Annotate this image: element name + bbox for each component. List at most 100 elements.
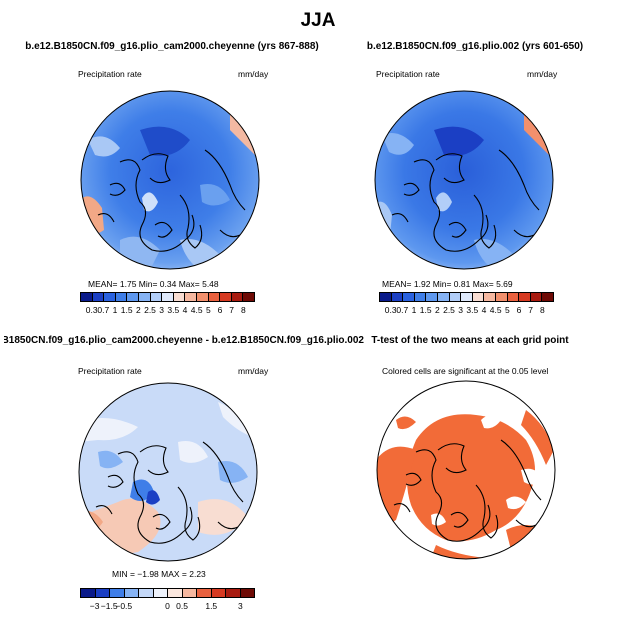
panel-1-colorbar-swatch bbox=[184, 293, 196, 301]
panel-1-units-label: mm/day bbox=[238, 69, 269, 79]
panel-3-colorbar-tick: 1.5 bbox=[205, 601, 218, 611]
panel-3-units-label: mm/day bbox=[238, 366, 269, 376]
panel-1-colorbar-tick: 2 bbox=[135, 305, 141, 315]
panel-3-colorbar-swatch bbox=[81, 589, 95, 597]
panel-3-colorbar-swatch bbox=[109, 589, 124, 597]
panel-2-colorbar-swatch bbox=[506, 293, 519, 301]
panel-1-colorbar-tick: 7 bbox=[229, 305, 235, 315]
panel-3-colorbar-swatch bbox=[210, 589, 225, 597]
panel-2-units-label: mm/day bbox=[527, 69, 558, 79]
panel-2-colorbar-tick: 3.5 bbox=[466, 305, 479, 315]
panel-3-colorbar-swatch bbox=[196, 589, 211, 597]
panel-4-subtitle: Colored cells are significant at the 0.0… bbox=[382, 366, 549, 376]
panel-3-colorbar-tick: −0.5 bbox=[115, 601, 133, 611]
panel-1-colorbar-tick: 4 bbox=[182, 305, 188, 315]
panel-4-map bbox=[376, 380, 556, 560]
panel-4-title: T-test of the two means at each grid poi… bbox=[371, 335, 569, 346]
panel-2-colorbar-swatch bbox=[425, 293, 437, 301]
panel-3-colorbar-swatch bbox=[123, 589, 138, 597]
panel-3-stats: MIN = −1.98 MAX = 2.23 bbox=[112, 569, 206, 579]
panel-1-colorbar-tick: 0.3 bbox=[85, 305, 98, 315]
panel-3-colorbar-swatch bbox=[181, 589, 196, 597]
panel-2-colorbar-swatch bbox=[380, 293, 391, 301]
panel-2-colorbar-tick: 1 bbox=[411, 305, 417, 315]
panel-1-map bbox=[80, 90, 260, 270]
panel-1-colorbar-swatch bbox=[242, 293, 254, 301]
panel-2-colorbar-tick: 3 bbox=[458, 305, 464, 315]
panel-2-colorbar-tick: 1.5 bbox=[419, 305, 432, 315]
panel-1-colorbar-tick: 8 bbox=[240, 305, 246, 315]
panel-1-colorbar bbox=[80, 292, 255, 302]
panel-2-colorbar-ticks: 0.3 0.7 1 1.5 2 2.5 3 3.5 4 4.5 5 6 7 8 bbox=[379, 305, 554, 317]
panel-1-colorbar-swatch bbox=[195, 293, 208, 301]
panel-1-colorbar-swatch bbox=[126, 293, 138, 301]
panel-3-map bbox=[78, 382, 258, 562]
panel-3-colorbar-swatch bbox=[167, 589, 182, 597]
panel-3-colorbar-tick: −1.5 bbox=[100, 601, 118, 611]
panel-2-colorbar-tick: 8 bbox=[539, 305, 545, 315]
figure-title: JJA bbox=[300, 10, 336, 31]
panel-3-colorbar-tick: 0 bbox=[165, 601, 170, 611]
panel-1-colorbar-swatch bbox=[91, 293, 104, 301]
panel-2-colorbar-tick: 2.5 bbox=[443, 305, 455, 315]
panel-2-colorbar-swatch bbox=[390, 293, 403, 301]
panel-2-map bbox=[374, 90, 554, 270]
panel-2-colorbar-tick: 4 bbox=[481, 305, 487, 315]
panel-2-colorbar-swatch bbox=[541, 293, 553, 301]
panel-2-colorbar-tick: 2 bbox=[434, 305, 440, 315]
panel-3-colorbar-swatch bbox=[94, 589, 109, 597]
panel-3-colorbar-swatch bbox=[152, 589, 167, 597]
panel-1-colorbar-tick: 3 bbox=[159, 305, 165, 315]
panel-1-stats: MEAN= 1.75 Min= 0.34 Max= 5.48 bbox=[88, 279, 219, 289]
panel-1-colorbar-swatch bbox=[161, 293, 173, 301]
panel-2-colorbar-swatch bbox=[436, 293, 449, 301]
panel-2-colorbar-swatch bbox=[402, 293, 414, 301]
panel-1-colorbar-swatch bbox=[137, 293, 150, 301]
panel-3-colorbar bbox=[80, 588, 255, 598]
panel-3-colorbar-swatch bbox=[239, 589, 254, 597]
panel-1-colorbar-swatch bbox=[207, 293, 220, 301]
panel-1-colorbar-tick: 1.5 bbox=[120, 305, 133, 315]
panel-1-colorbar-swatch bbox=[114, 293, 127, 301]
panel-1-colorbar-tick: 2.5 bbox=[144, 305, 156, 315]
panel-1-colorbar-swatch bbox=[149, 293, 162, 301]
panel-3-colorbar-swatch bbox=[138, 589, 153, 597]
panel-2-colorbar-tick: 6 bbox=[516, 305, 522, 315]
panel-2-colorbar-swatch bbox=[494, 293, 507, 301]
panel-2-variable-label: Precipitation rate bbox=[376, 69, 440, 79]
panel-3-colorbar-ticks: −3 −1.5 −0.5 0 0.5 1.5 3 bbox=[80, 601, 255, 613]
panel-2-colorbar-swatch bbox=[413, 293, 426, 301]
panel-1-title: b.e12.B1850CN.f09_g16.plio_cam2000.cheye… bbox=[25, 41, 319, 52]
panel-1-colorbar-tick: 3.5 bbox=[167, 305, 180, 315]
panel-1-colorbar-tick: 1 bbox=[112, 305, 118, 315]
panel-1-colorbar-tick: 5 bbox=[205, 305, 211, 315]
panel-2-colorbar-swatch bbox=[518, 293, 530, 301]
panel-3-title: b.e12.B1850CN.f09_g16.plio_cam2000.cheye… bbox=[4, 335, 364, 346]
panel-2-colorbar bbox=[379, 292, 554, 302]
panel-3-variable-label: Precipitation rate bbox=[78, 366, 142, 376]
panel-3-colorbar-swatch bbox=[225, 589, 240, 597]
panel-1-colorbar-swatch bbox=[103, 293, 115, 301]
panel-2-stats: MEAN= 1.92 Min= 0.81 Max= 5.69 bbox=[382, 279, 513, 289]
panel-1-variable-label: Precipitation rate bbox=[78, 69, 142, 79]
panel-1-colorbar-swatch bbox=[172, 293, 185, 301]
panel-1-colorbar-ticks: 0.3 0.7 1 1.5 2 2.5 3 3.5 4 4.5 5 6 7 8 bbox=[80, 305, 255, 317]
panel-2-colorbar-tick: 4.5 bbox=[489, 305, 502, 315]
panel-2-colorbar-tick: 0.3 bbox=[384, 305, 397, 315]
panel-1-colorbar-swatch bbox=[81, 293, 92, 301]
panel-1-colorbar-tick: 0.7 bbox=[97, 305, 110, 315]
panel-1-colorbar-tick: 6 bbox=[217, 305, 223, 315]
panel-2-colorbar-swatch bbox=[460, 293, 472, 301]
panel-2-colorbar-swatch bbox=[448, 293, 461, 301]
panel-2-colorbar-swatch bbox=[483, 293, 495, 301]
panel-1-colorbar-swatch bbox=[219, 293, 231, 301]
panel-2-colorbar-swatch bbox=[529, 293, 542, 301]
panel-3-colorbar-tick: −3 bbox=[89, 601, 100, 611]
panel-2-title: b.e12.B1850CN.f09_g16.plio.002 (yrs 601-… bbox=[366, 41, 584, 52]
panel-2-colorbar-tick: 7 bbox=[528, 305, 534, 315]
panel-3-colorbar-tick: 0.5 bbox=[176, 601, 188, 611]
panel-3-colorbar-tick: 3 bbox=[238, 601, 243, 611]
panel-1-colorbar-tick: 4.5 bbox=[190, 305, 203, 315]
panel-2-colorbar-tick: 0.7 bbox=[396, 305, 409, 315]
panel-2-colorbar-tick: 5 bbox=[504, 305, 510, 315]
